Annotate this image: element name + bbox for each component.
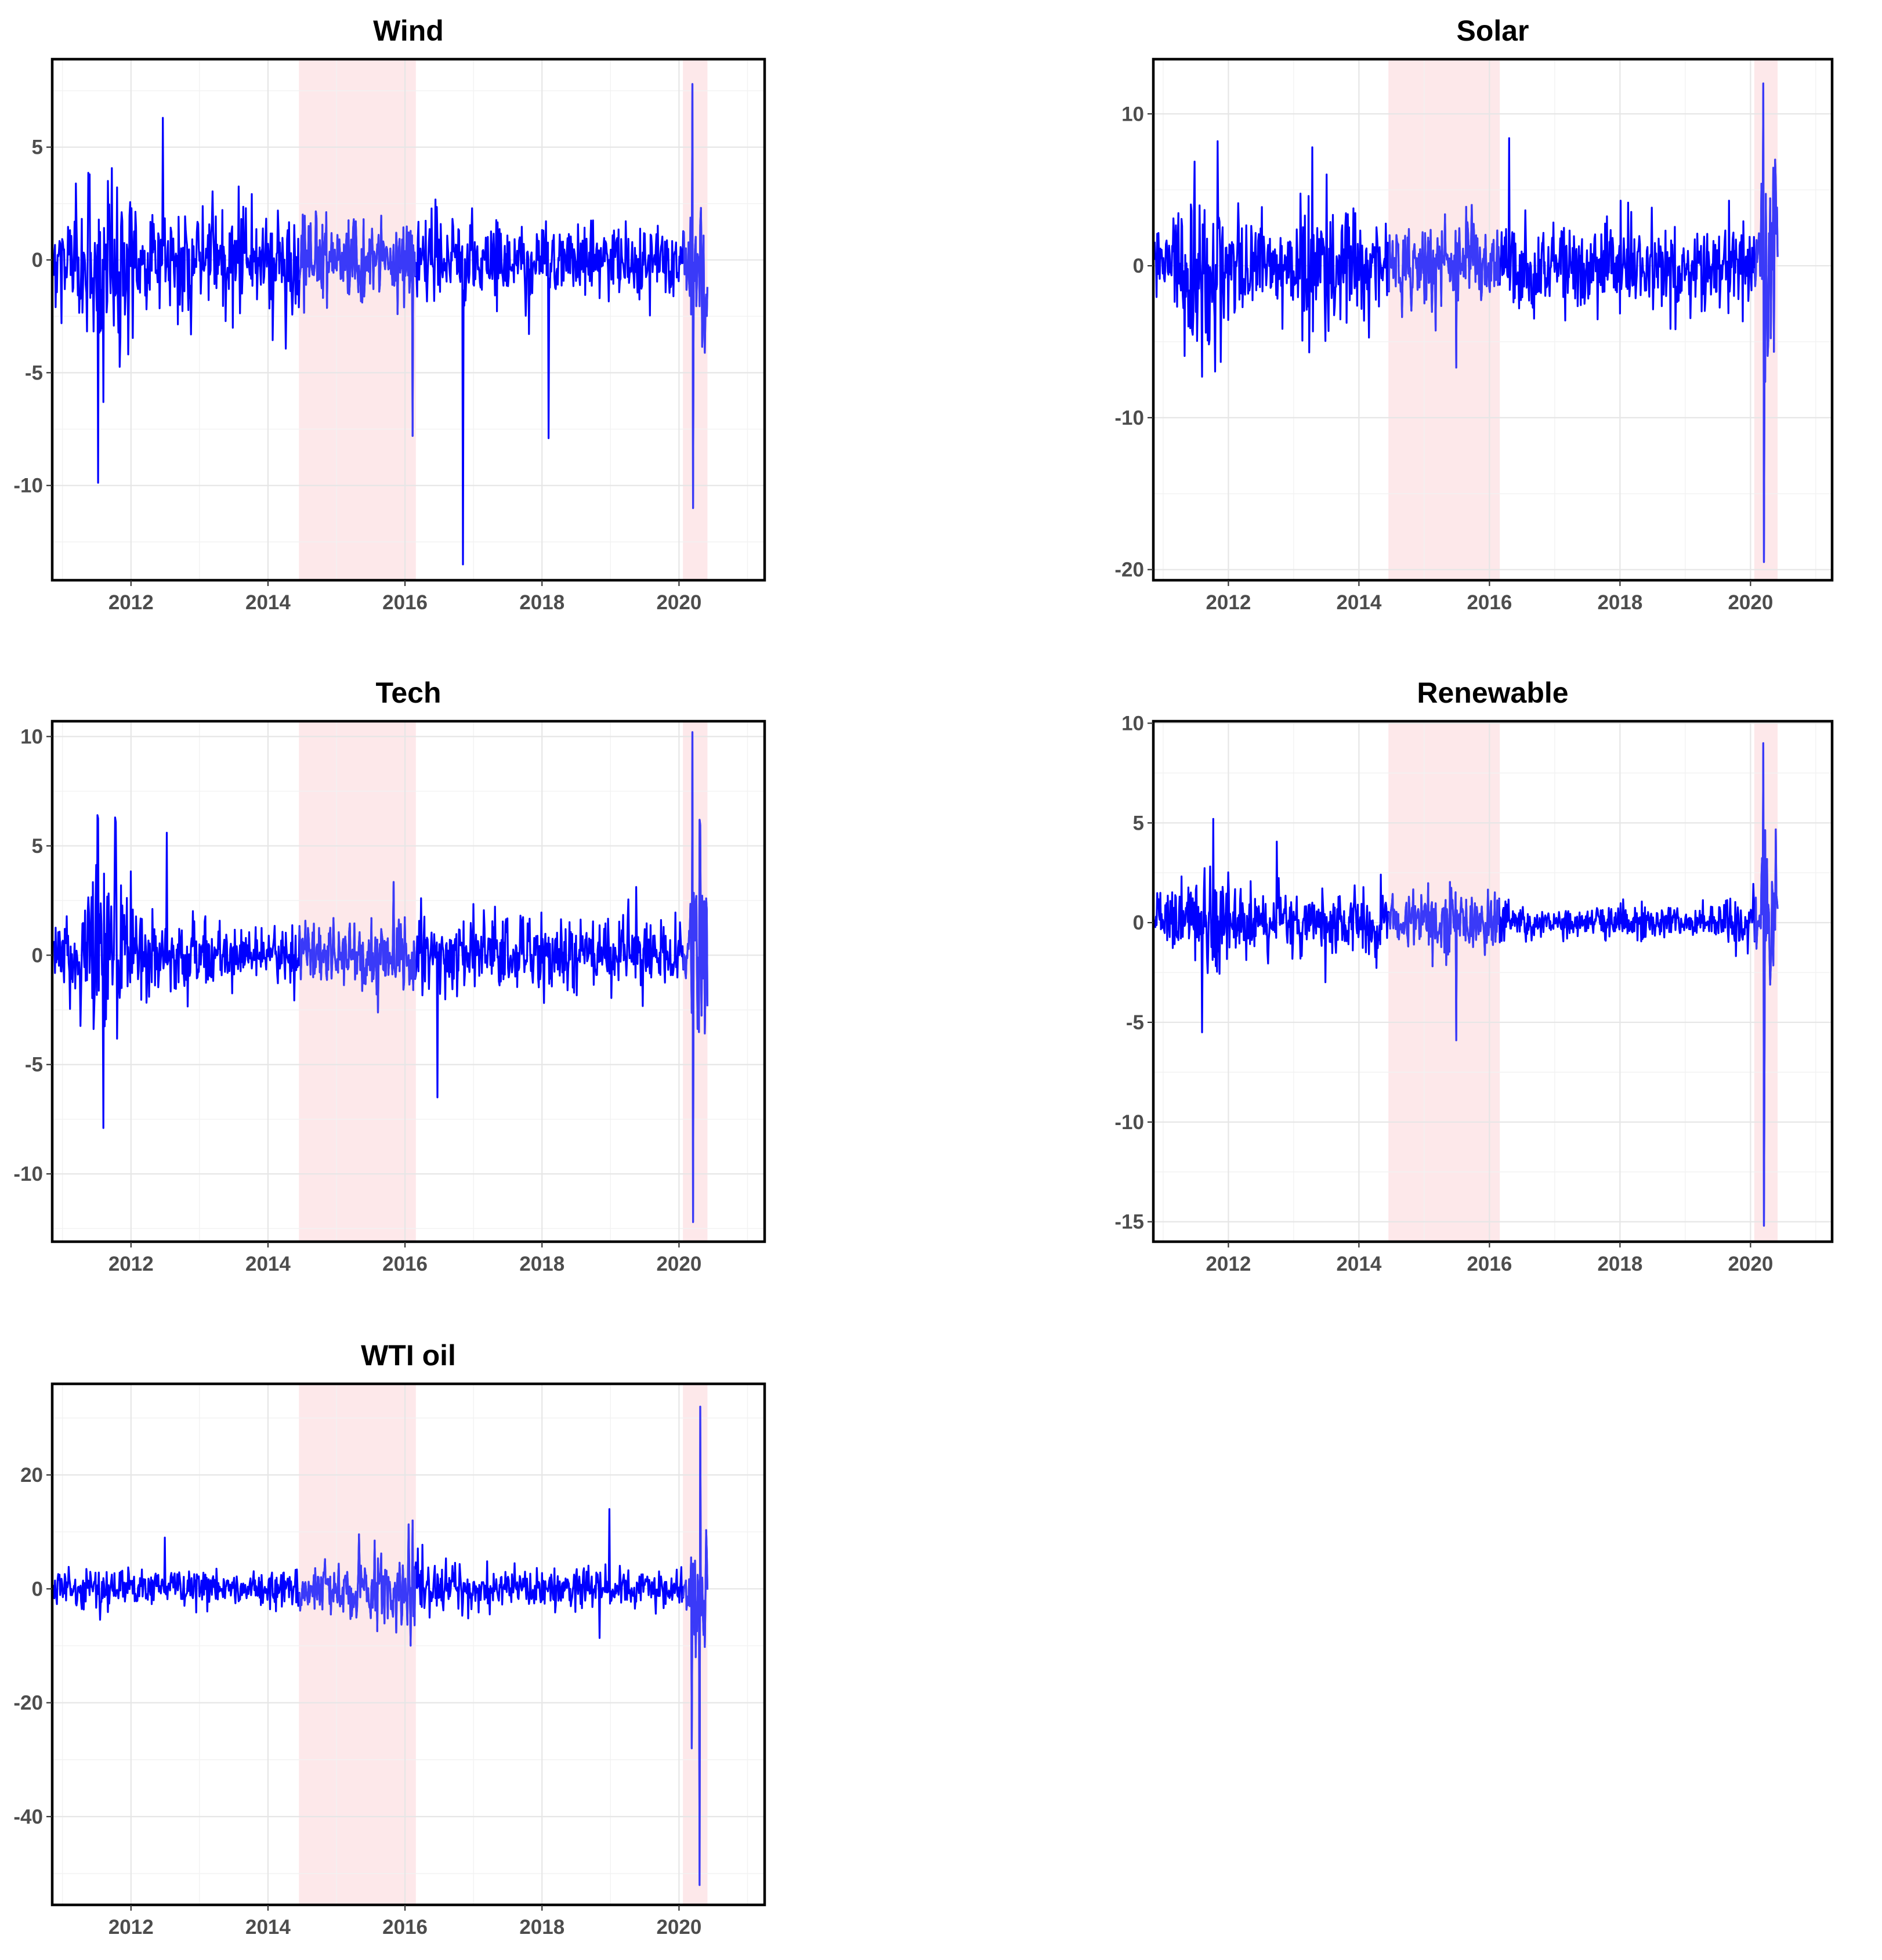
y-tick-label: 0	[32, 944, 43, 967]
series-line-shaded	[298, 881, 417, 1014]
y-tick-label: -5	[25, 361, 43, 384]
x-tick-label: 2020	[1728, 1253, 1773, 1275]
x-tick-label: 2020	[1728, 591, 1773, 614]
y-tick-label: -20	[1114, 559, 1144, 581]
x-tick-label: 2014	[245, 1916, 291, 1939]
shaded-period	[299, 59, 416, 580]
x-tick-label: 2014	[245, 1253, 291, 1275]
x-tick-label: 2016	[382, 1916, 428, 1939]
x-tick-label: 2020	[656, 1916, 701, 1939]
panel-title: Tech	[376, 677, 441, 709]
x-tick-label: 2014	[245, 591, 291, 614]
series-line-shaded	[1753, 742, 1779, 1227]
x-tick-label: 2018	[1597, 1253, 1642, 1275]
x-tick-label: 2018	[519, 1916, 564, 1939]
panel-frame	[50, 719, 766, 1243]
series-line-shaded	[682, 1405, 708, 1886]
panel-title: Wind	[373, 15, 444, 47]
y-tick-label: -10	[1114, 1111, 1144, 1134]
shaded-period	[1388, 59, 1500, 580]
y-tick-label: -15	[1114, 1211, 1144, 1234]
panel-frame	[1152, 719, 1834, 1243]
y-tick-label: 5	[1133, 812, 1144, 834]
y-tick-label: 0	[1133, 255, 1144, 277]
y-tick-label: 5	[32, 835, 43, 858]
y-tick-label: -10	[13, 1163, 43, 1185]
panel-tech: Tech -10 -5 0 5 10 2012 2014 2016 2018 2020	[13, 677, 766, 1275]
y-tick-label: -20	[13, 1692, 43, 1715]
x-tick-label: 2018	[519, 591, 564, 614]
panel-wti-oil: WTI oil -40 -20 0 20 2012 2014 2016 2018 2020	[13, 1339, 766, 1939]
x-tick-label: 2012	[108, 591, 154, 614]
shaded-period	[299, 1384, 416, 1905]
shaded-period	[299, 721, 416, 1242]
y-tick-label: 10	[20, 725, 43, 748]
series-line-shaded	[1388, 204, 1500, 369]
y-tick-label: 20	[20, 1464, 43, 1487]
x-tick-label: 2018	[519, 1253, 564, 1275]
x-tick-label: 2012	[1206, 591, 1251, 614]
y-tick-label: 0	[1133, 912, 1144, 934]
panel-solar: Solar -20 -10 0 10 2012 2014 2016 2018 2020	[1114, 15, 1834, 614]
x-tick-label: 2012	[1206, 1253, 1251, 1275]
series-line-shaded	[682, 83, 708, 509]
y-tick-label: -10	[1114, 407, 1144, 429]
series-line-shaded	[298, 210, 417, 437]
panel-frame	[50, 57, 766, 582]
panel-wind: Wind -10 -5 0 5 2012 2014 2016 2018 2020	[13, 15, 766, 614]
y-tick-label: 10	[1121, 712, 1144, 735]
shaded-period	[1754, 721, 1778, 1242]
series-line-shaded	[1388, 881, 1500, 1042]
x-tick-label: 2016	[382, 1253, 428, 1275]
y-tick-label: -5	[25, 1054, 43, 1076]
y-tick-label: 5	[32, 136, 43, 159]
y-tick-label: -40	[13, 1806, 43, 1828]
x-tick-label: 2020	[656, 1253, 701, 1275]
y-tick-label: 10	[1121, 103, 1144, 125]
panel-frame	[1152, 57, 1834, 582]
panel-frame	[50, 1382, 766, 1907]
series-line-shaded	[298, 1519, 417, 1647]
shaded-period	[1388, 721, 1500, 1242]
series-line-shaded	[682, 731, 708, 1223]
panel-title: WTI oil	[361, 1339, 456, 1372]
y-tick-label: -10	[13, 475, 43, 497]
x-tick-label: 2012	[108, 1253, 154, 1275]
panel-title: Solar	[1456, 15, 1529, 47]
x-tick-label: 2018	[1597, 591, 1642, 614]
y-tick-label: -5	[1126, 1011, 1144, 1034]
panel-renewable: Renewable -15 -10 -5 0 5 10 2012 2014 2016 2018 202…	[1114, 677, 1834, 1275]
series-line-shaded	[1753, 82, 1779, 563]
panel-title: Renewable	[1417, 677, 1568, 709]
shaded-period	[683, 721, 708, 1242]
x-tick-label: 2014	[1336, 1253, 1381, 1275]
x-tick-label: 2020	[656, 591, 701, 614]
x-tick-label: 2014	[1336, 591, 1381, 614]
x-tick-label: 2016	[1467, 591, 1512, 614]
y-tick-label: 0	[32, 1578, 43, 1600]
x-tick-label: 2016	[382, 591, 428, 614]
x-tick-label: 2016	[1467, 1253, 1512, 1275]
x-tick-label: 2012	[108, 1916, 154, 1939]
y-tick-label: 0	[32, 249, 43, 272]
